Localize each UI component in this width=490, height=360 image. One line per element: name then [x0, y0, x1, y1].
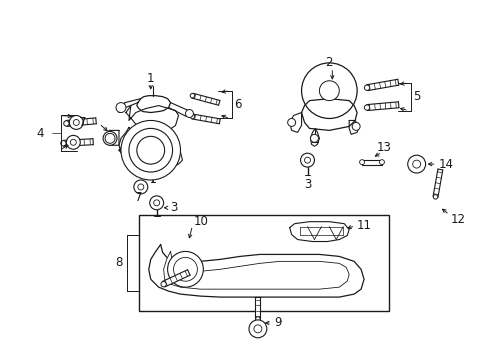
Circle shape	[185, 109, 194, 117]
Circle shape	[121, 121, 180, 180]
Circle shape	[129, 129, 172, 172]
Circle shape	[105, 133, 115, 143]
Circle shape	[103, 131, 117, 145]
Circle shape	[300, 153, 315, 167]
Circle shape	[249, 320, 267, 338]
Text: 8: 8	[116, 256, 123, 269]
Text: 3: 3	[171, 201, 178, 214]
Circle shape	[61, 141, 66, 146]
Text: 2: 2	[325, 57, 333, 69]
Circle shape	[135, 134, 167, 166]
Circle shape	[168, 251, 203, 287]
Circle shape	[137, 136, 165, 164]
Polygon shape	[192, 114, 220, 124]
Circle shape	[319, 81, 339, 100]
Text: 11: 11	[357, 219, 372, 232]
Polygon shape	[349, 121, 359, 134]
Circle shape	[66, 135, 80, 149]
Circle shape	[64, 121, 69, 126]
Bar	[362, 159, 382, 165]
Polygon shape	[119, 138, 178, 172]
Text: 4: 4	[37, 127, 44, 140]
Text: 14: 14	[439, 158, 454, 171]
Text: 10: 10	[194, 215, 208, 228]
Polygon shape	[290, 222, 349, 242]
Polygon shape	[107, 130, 119, 145]
Text: 3: 3	[304, 179, 311, 192]
Polygon shape	[192, 93, 220, 105]
Circle shape	[123, 122, 178, 178]
Circle shape	[433, 195, 438, 199]
Circle shape	[288, 118, 295, 126]
Circle shape	[70, 116, 83, 129]
Text: 9: 9	[274, 316, 281, 329]
Circle shape	[150, 196, 164, 210]
Text: 1: 1	[147, 72, 154, 85]
Circle shape	[141, 140, 161, 160]
Bar	[139, 215, 389, 311]
Circle shape	[311, 134, 319, 142]
Circle shape	[365, 105, 370, 110]
Circle shape	[365, 85, 370, 90]
Text: 7: 7	[135, 192, 143, 204]
Circle shape	[360, 159, 365, 165]
Polygon shape	[290, 113, 301, 132]
Circle shape	[146, 145, 156, 155]
Polygon shape	[137, 96, 171, 113]
Polygon shape	[301, 99, 357, 130]
Circle shape	[379, 159, 385, 165]
Text: 6: 6	[234, 98, 242, 111]
Polygon shape	[433, 169, 443, 197]
Circle shape	[352, 122, 360, 130]
Circle shape	[129, 129, 172, 172]
Polygon shape	[162, 270, 190, 287]
Polygon shape	[367, 102, 399, 111]
Polygon shape	[367, 79, 399, 91]
Polygon shape	[119, 127, 182, 172]
Circle shape	[161, 282, 166, 287]
Polygon shape	[164, 251, 349, 289]
Circle shape	[301, 63, 357, 118]
Circle shape	[190, 114, 195, 119]
Circle shape	[116, 103, 126, 113]
Circle shape	[256, 317, 260, 321]
Polygon shape	[255, 297, 260, 319]
Text: 12: 12	[450, 213, 465, 226]
Polygon shape	[66, 118, 97, 126]
Circle shape	[190, 94, 195, 98]
Text: 7: 7	[79, 116, 86, 129]
Text: 5: 5	[413, 90, 420, 103]
Polygon shape	[63, 139, 93, 146]
Polygon shape	[126, 105, 178, 132]
Circle shape	[408, 155, 426, 173]
Polygon shape	[149, 244, 364, 297]
Polygon shape	[311, 129, 319, 146]
Text: 13: 13	[377, 141, 392, 154]
Circle shape	[134, 180, 148, 194]
